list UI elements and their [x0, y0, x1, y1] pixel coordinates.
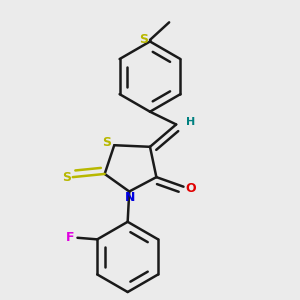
- Text: S: S: [139, 33, 148, 46]
- Text: S: S: [62, 171, 71, 184]
- Text: H: H: [186, 117, 196, 127]
- Text: F: F: [66, 231, 75, 244]
- Text: O: O: [185, 182, 196, 195]
- Text: N: N: [125, 191, 135, 204]
- Text: S: S: [102, 136, 111, 148]
